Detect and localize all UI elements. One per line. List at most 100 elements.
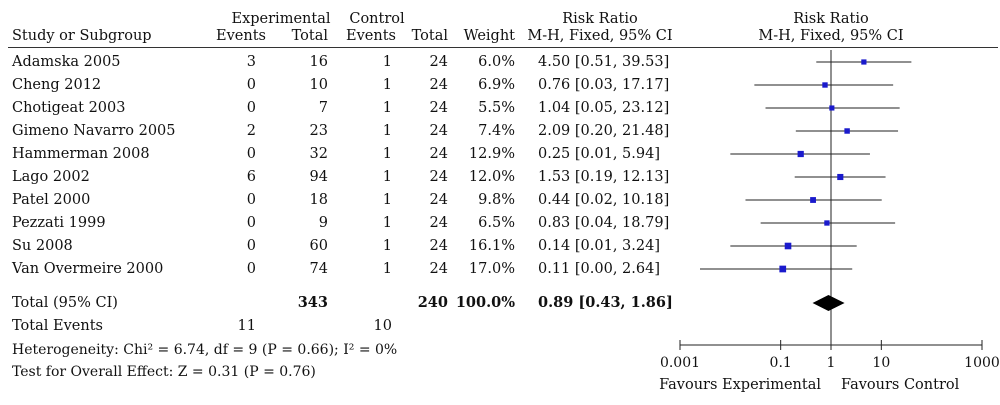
favours-experimental-label: Favours Experimental <box>659 377 821 393</box>
ci-text: 0.44 [0.02, 10.18] <box>538 192 670 208</box>
total-weight: 100.0% <box>455 294 515 311</box>
ctrl-events: 1 <box>382 100 392 116</box>
exp-events: 0 <box>246 146 256 162</box>
exp-events: 0 <box>246 238 256 254</box>
weight: 16.1% <box>468 238 515 254</box>
exp-total: 23 <box>309 123 328 139</box>
ci-text: 4.50 [0.51, 39.53] <box>538 54 670 70</box>
header-plot-method: M-H, Fixed, 95% CI <box>758 28 904 44</box>
study-name: Hammerman 2008 <box>12 146 150 162</box>
study-point-estimate <box>810 197 816 203</box>
header-rr-title: Risk Ratio <box>562 11 638 27</box>
overall-effect: Test for Overall Effect: Z = 0.31 (P = 0… <box>12 364 316 380</box>
study-point-estimate <box>837 173 844 181</box>
study-name: Cheng 2012 <box>12 77 102 93</box>
ctrl-total: 24 <box>429 169 448 185</box>
study-name: Gimeno Navarro 2005 <box>12 123 176 139</box>
exp-total: 18 <box>309 192 328 208</box>
x-tick-label: 1000 <box>964 355 1000 371</box>
exp-total: 60 <box>309 238 328 254</box>
study-name: Patel 2000 <box>12 192 91 208</box>
exp-total: 94 <box>309 169 328 185</box>
exp-events: 0 <box>246 215 256 231</box>
ci-text: 0.76 [0.03, 17.17] <box>538 77 670 93</box>
weight: 9.8% <box>478 192 515 208</box>
x-tick-label: 0.001 <box>660 355 700 371</box>
heterogeneity: Heterogeneity: Chi² = 6.74, df = 9 (P = … <box>12 342 398 358</box>
study-point-estimate <box>829 105 835 111</box>
header-exp-total: Total <box>291 28 328 44</box>
header-control: Control <box>349 11 405 27</box>
ctrl-events: 1 <box>382 238 392 254</box>
weight: 12.0% <box>468 169 515 185</box>
ctrl-total: 24 <box>429 123 448 139</box>
total-label: Total (95% CI) <box>12 295 118 311</box>
ctrl-total: 24 <box>429 192 448 208</box>
ctrl-events: 1 <box>382 54 392 70</box>
header-weight: Weight <box>463 28 515 44</box>
ctrl-events: 1 <box>382 146 392 162</box>
header-rr-method: M-H, Fixed, 95% CI <box>527 28 673 44</box>
study-name: Su 2008 <box>12 238 73 254</box>
ci-text: 0.83 [0.04, 18.79] <box>538 215 670 231</box>
study-point-estimate <box>797 150 804 158</box>
exp-events: 2 <box>246 123 256 139</box>
study-point-estimate <box>779 265 787 273</box>
ci-text: 0.25 [0.01, 5.94] <box>538 146 660 162</box>
study-point-estimate <box>861 59 867 65</box>
total-events-label: Total Events <box>12 318 103 334</box>
weight: 12.9% <box>468 146 515 162</box>
header-ctrl-events: Events <box>346 28 396 44</box>
exp-total: 7 <box>318 100 328 116</box>
x-tick-label: 10 <box>872 355 890 371</box>
ctrl-total: 24 <box>429 215 448 231</box>
header-ctrl-total: Total <box>411 28 448 44</box>
ctrl-total: 24 <box>429 54 448 70</box>
study-name: Lago 2002 <box>12 169 90 185</box>
weight: 5.5% <box>478 100 515 116</box>
favours-control-label: Favours Control <box>841 377 960 393</box>
header-plot-title: Risk Ratio <box>793 11 869 27</box>
header-experimental: Experimental <box>231 11 331 27</box>
x-tick-label: 0.1 <box>770 355 792 371</box>
total-events-exp: 11 <box>237 318 256 334</box>
ci-text: 0.11 [0.00, 2.64] <box>538 261 660 277</box>
weight: 6.9% <box>478 77 515 93</box>
ctrl-events: 1 <box>382 169 392 185</box>
exp-total: 16 <box>309 54 328 70</box>
weight: 6.0% <box>478 54 515 70</box>
exp-events: 6 <box>246 169 256 185</box>
study-point-estimate <box>824 220 830 226</box>
ctrl-total: 24 <box>429 238 448 254</box>
total-events-ctrl: 10 <box>373 318 392 334</box>
weight: 6.5% <box>478 215 515 231</box>
total-exp: 343 <box>297 294 328 311</box>
header-exp-events: Events <box>216 28 266 44</box>
pooled-diamond <box>812 295 845 311</box>
study-name: Pezzati 1999 <box>12 215 106 231</box>
header-divider <box>8 47 998 48</box>
exp-total: 9 <box>318 215 328 231</box>
exp-events: 0 <box>246 192 256 208</box>
exp-events: 0 <box>246 77 256 93</box>
ctrl-events: 1 <box>382 123 392 139</box>
total-ctrl: 240 <box>417 294 448 311</box>
ctrl-events: 1 <box>382 192 392 208</box>
weight: 7.4% <box>478 123 515 139</box>
header-study: Study or Subgroup <box>12 28 152 44</box>
exp-total: 32 <box>309 146 328 162</box>
ctrl-events: 1 <box>382 261 392 277</box>
ci-text: 1.53 [0.19, 12.13] <box>538 169 670 185</box>
ctrl-total: 24 <box>429 100 448 116</box>
study-name: Adamska 2005 <box>12 54 121 70</box>
ctrl-events: 1 <box>382 215 392 231</box>
exp-events: 3 <box>246 54 256 70</box>
study-point-estimate <box>822 82 828 88</box>
exp-events: 0 <box>246 100 256 116</box>
ctrl-total: 24 <box>429 77 448 93</box>
exp-total: 10 <box>309 77 328 93</box>
ctrl-total: 24 <box>429 261 448 277</box>
exp-total: 74 <box>309 261 328 277</box>
study-name: Van Overmeire 2000 <box>12 261 164 277</box>
